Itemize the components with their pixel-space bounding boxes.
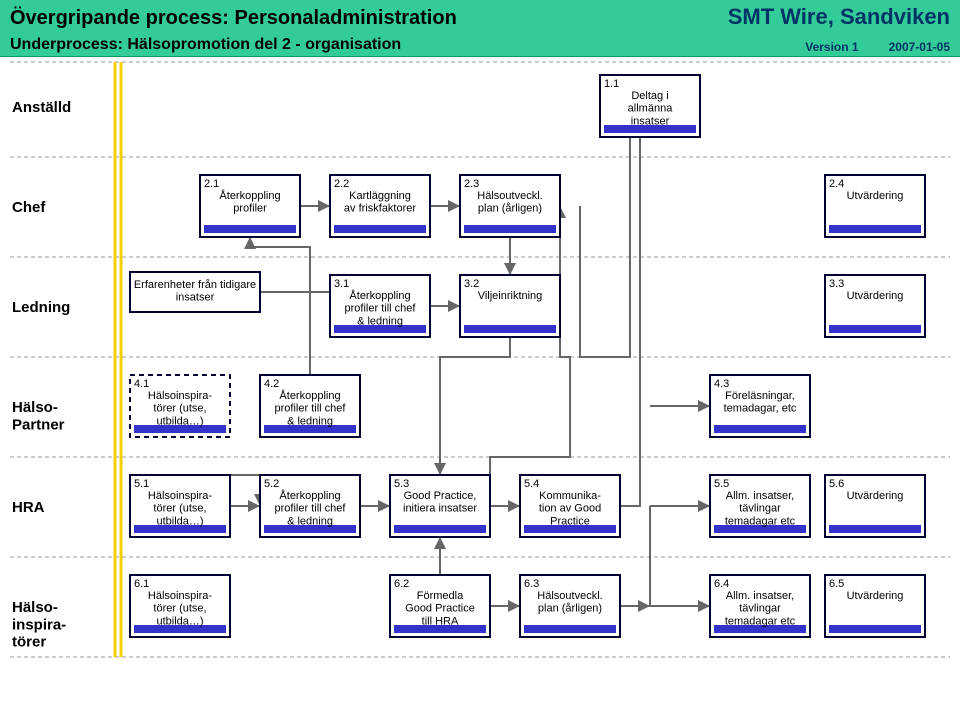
svg-text:Good Practice,initiera insatse: Good Practice,initiera insatser: [403, 490, 477, 515]
header-right: SMT Wire, Sandviken: [728, 4, 950, 30]
svg-text:Utvärdering: Utvärdering: [847, 490, 904, 502]
svg-text:Föreläsningar,temadagar, etc: Föreläsningar,temadagar, etc: [724, 390, 797, 415]
process-box: 4.1Hälsoinspira-törer (utse,utbilda…): [130, 375, 230, 437]
process-box: 6.3Hälsoutveckl.plan (årligen): [520, 575, 620, 637]
svg-text:5.4: 5.4: [524, 478, 539, 490]
process-box: 5.4Kommunika-tion av GoodPractice: [520, 475, 620, 537]
process-box: 6.1Hälsoinspira-törer (utse,utbilda…): [130, 575, 230, 637]
process-box: 4.2Återkopplingprofiler till chef& ledni…: [260, 375, 360, 437]
svg-text:2.1: 2.1: [204, 178, 219, 190]
svg-text:3.1: 3.1: [334, 278, 349, 290]
svg-text:Hälsoutveckl.plan (årligen): Hälsoutveckl.plan (årligen): [477, 190, 542, 215]
process-diagram: Anställd Chef Ledning Hälso-Partner HRA Hälso…: [0, 57, 960, 717]
process-box: 4.3Föreläsningar,temadagar, etc: [710, 375, 810, 437]
svg-text:5.3: 5.3: [394, 478, 409, 490]
header: Övergripande process: Personaladministra…: [0, 0, 960, 57]
svg-text:Chef: Chef: [12, 199, 46, 216]
svg-text:Kartläggningav friskfaktorer: Kartläggningav friskfaktorer: [344, 190, 416, 215]
process-box: 2.1Återkopplingprofiler: [200, 175, 300, 237]
svg-text:2.2: 2.2: [334, 178, 349, 190]
svg-text:Deltag iallmännainsatser: Deltag iallmännainsatser: [628, 90, 674, 127]
svg-text:6.3: 6.3: [524, 578, 539, 590]
svg-text:5.5: 5.5: [714, 478, 729, 490]
svg-text:2.4: 2.4: [829, 178, 844, 190]
svg-text:Viljeinriktning: Viljeinriktning: [478, 290, 543, 302]
svg-text:2.3: 2.3: [464, 178, 479, 190]
svg-text:Hälso-Partner: Hälso-Partner: [12, 399, 65, 433]
process-box: 3.2Viljeinriktning: [460, 275, 560, 337]
svg-text:5.2: 5.2: [264, 478, 279, 490]
process-box: 1.1 Deltag iallmännainsatser: [600, 75, 700, 137]
process-box: 5.3Good Practice,initiera insatser: [390, 475, 490, 537]
svg-text:1.1: 1.1: [604, 78, 619, 90]
svg-text:Hälso-inspira-törer: Hälso-inspira-törer: [12, 599, 66, 651]
process-box: 2.3Hälsoutveckl.plan (årligen): [460, 175, 560, 237]
header-title: Övergripande process: Personaladministra…: [10, 7, 457, 30]
date-label: 2007-01-05: [889, 40, 950, 54]
svg-text:Anställd: Anställd: [12, 99, 71, 116]
process-box: 3.3Utvärdering: [825, 275, 925, 337]
process-box: 3.1Återkopplingprofiler till chef& ledni…: [330, 275, 430, 337]
svg-text:Hälsoutveckl.plan (årligen): Hälsoutveckl.plan (årligen): [537, 590, 602, 615]
svg-text:4.3: 4.3: [714, 378, 729, 390]
svg-text:5.1: 5.1: [134, 478, 149, 490]
svg-text:4.1: 4.1: [134, 378, 149, 390]
svg-text:3.2: 3.2: [464, 278, 479, 290]
process-box: 6.5Utvärdering: [825, 575, 925, 637]
svg-text:6.2: 6.2: [394, 578, 409, 590]
svg-text:Utvärdering: Utvärdering: [847, 190, 904, 202]
svg-text:4.2: 4.2: [264, 378, 279, 390]
svg-text:Hälsoinspira-törer (utse,utbil: Hälsoinspira-törer (utse,utbilda…): [148, 490, 213, 527]
svg-text:Hälsoinspira-törer (utse,utbil: Hälsoinspira-törer (utse,utbilda…): [148, 390, 213, 427]
version-label: Version 1: [805, 40, 858, 54]
process-box: 2.2Kartläggningav friskfaktorer: [330, 175, 430, 237]
process-box: 2.4Utvärdering: [825, 175, 925, 237]
svg-text:6.4: 6.4: [714, 578, 729, 590]
header-subtitle: Underprocess: Hälsopromotion del 2 - org…: [10, 36, 401, 54]
header-meta: Version 1 2007-01-05: [805, 40, 950, 54]
process-box: 6.2FörmedlaGood Practicetill HRA: [390, 575, 490, 637]
svg-text:Ledning: Ledning: [12, 299, 70, 316]
process-box: 5.2Återkopplingprofiler till chef& ledni…: [260, 475, 360, 537]
svg-text:Utvärdering: Utvärdering: [847, 590, 904, 602]
process-box: 5.5Allm. insatser,tävlingartemadagar etc: [710, 475, 810, 537]
svg-text:6.5: 6.5: [829, 578, 844, 590]
svg-text:5.6: 5.6: [829, 478, 844, 490]
process-box: 6.4Allm. insatser,tävlingartemadagar etc: [710, 575, 810, 637]
svg-text:3.3: 3.3: [829, 278, 844, 290]
process-box: 5.6Utvärdering: [825, 475, 925, 537]
svg-text:HRA: HRA: [12, 499, 45, 516]
svg-text:Utvärdering: Utvärdering: [847, 290, 904, 302]
svg-text:Hälsoinspira-törer (utse,utbil: Hälsoinspira-törer (utse,utbilda…): [148, 590, 213, 627]
svg-text:6.1: 6.1: [134, 578, 149, 590]
process-box: 5.1Hälsoinspira-törer (utse,utbilda…): [130, 475, 230, 537]
